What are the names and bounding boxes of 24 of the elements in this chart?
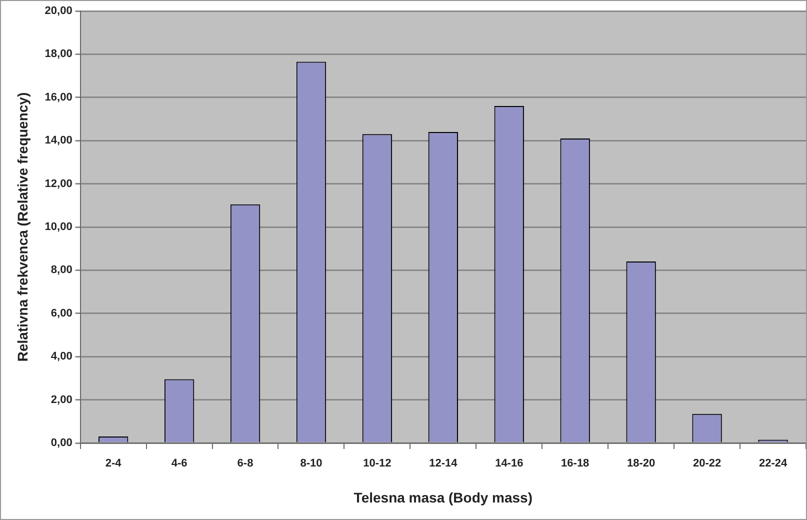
x-tick-label: 2-4 <box>105 458 122 470</box>
y-tick-label: 6,00 <box>50 307 72 320</box>
x-tick-label: 16-18 <box>561 458 590 470</box>
x-tick-label: 12-14 <box>429 458 458 470</box>
y-tick-label: 4,00 <box>50 350 72 363</box>
x-tick-label: 20-22 <box>692 458 722 470</box>
x-tick-label: 22-24 <box>758 458 788 470</box>
y-tick-label: 18,00 <box>44 48 72 60</box>
y-tick-label: 14,00 <box>44 134 72 147</box>
x-tick-label: 10-12 <box>363 458 392 470</box>
x-axis-title: Telesna masa (Body mass) <box>354 489 533 506</box>
y-tick-label: 12,00 <box>44 178 72 190</box>
y-axis-title: Relativna frekvenca (Relative frequency) <box>14 92 30 362</box>
y-tick-label: 10,00 <box>44 221 72 234</box>
y-tick-label: 20,00 <box>44 5 72 18</box>
x-tick-label: 18-20 <box>627 458 656 470</box>
y-tick-label: 0,00 <box>50 437 72 450</box>
x-tick-label: 8-10 <box>300 458 322 470</box>
x-tick-label: 14-16 <box>495 458 524 470</box>
y-tick-label: 16,00 <box>44 91 72 104</box>
y-tick-label: 2,00 <box>50 394 72 406</box>
x-tick-label: 6-8 <box>237 458 254 470</box>
y-tick-label: 8,00 <box>50 264 72 276</box>
x-tick-label: 4-6 <box>171 458 188 470</box>
